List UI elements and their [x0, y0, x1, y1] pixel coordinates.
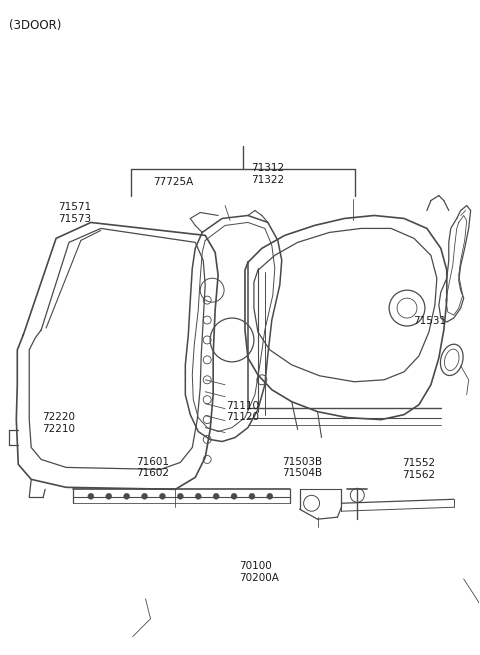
Text: 71312
71322: 71312 71322 — [251, 163, 284, 185]
Text: 70100
70200A: 70100 70200A — [239, 561, 279, 582]
Circle shape — [178, 493, 183, 499]
Circle shape — [195, 493, 201, 499]
Circle shape — [106, 493, 112, 499]
Circle shape — [213, 493, 219, 499]
Text: 77725A: 77725A — [153, 178, 193, 187]
Circle shape — [231, 493, 237, 499]
Text: (3DOOR): (3DOOR) — [9, 19, 62, 32]
Text: 71110
71120: 71110 71120 — [226, 401, 259, 422]
Circle shape — [249, 493, 255, 499]
Circle shape — [267, 493, 273, 499]
Circle shape — [124, 493, 130, 499]
Text: 72220
72210: 72220 72210 — [42, 412, 75, 434]
Circle shape — [159, 493, 166, 499]
Circle shape — [88, 493, 94, 499]
Text: 71531: 71531 — [413, 316, 446, 326]
Text: 71601
71602: 71601 71602 — [136, 457, 169, 478]
Text: 71503B
71504B: 71503B 71504B — [282, 457, 322, 478]
Text: 71571
71573: 71571 71573 — [58, 202, 91, 224]
Text: 71552
71562: 71552 71562 — [402, 458, 435, 479]
Circle shape — [142, 493, 147, 499]
